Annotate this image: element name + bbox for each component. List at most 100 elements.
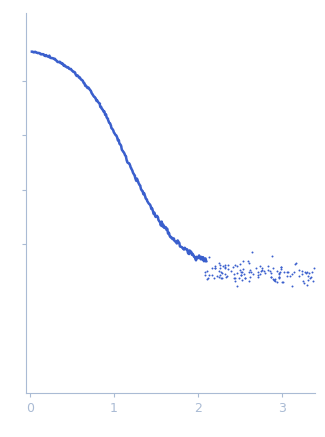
Point	[270, 265, 276, 272]
Point	[284, 269, 289, 276]
Point	[238, 267, 243, 274]
Point	[239, 271, 244, 278]
Point	[202, 268, 207, 275]
Point	[289, 271, 294, 277]
Point	[219, 274, 225, 281]
Point	[222, 261, 227, 268]
Point	[232, 262, 237, 269]
Point	[268, 274, 274, 281]
Point	[278, 269, 283, 276]
Point	[266, 267, 271, 274]
Point	[286, 268, 291, 275]
Point	[254, 265, 259, 272]
Point	[296, 267, 302, 274]
Point	[206, 253, 212, 260]
Point	[217, 262, 222, 269]
Point	[305, 276, 310, 283]
Point	[245, 257, 250, 264]
Point	[271, 276, 276, 283]
Point	[223, 273, 228, 280]
Point	[248, 269, 253, 276]
Point	[256, 274, 261, 281]
Point	[234, 270, 240, 277]
Point	[309, 269, 315, 276]
Point	[305, 269, 310, 276]
Point	[222, 263, 227, 270]
Point	[232, 277, 237, 284]
Point	[232, 270, 237, 277]
Point	[257, 262, 262, 269]
Point	[279, 264, 284, 271]
Point	[247, 274, 252, 281]
Point	[267, 267, 272, 274]
Point	[304, 282, 309, 289]
Point	[272, 277, 277, 284]
Point	[229, 268, 234, 275]
Point	[280, 279, 285, 286]
Point	[276, 269, 281, 276]
Point	[235, 282, 240, 289]
Point	[237, 260, 242, 267]
Point	[272, 275, 277, 282]
Point	[240, 266, 246, 273]
Point	[255, 271, 260, 278]
Point	[305, 273, 310, 280]
Point	[246, 269, 251, 276]
Point	[213, 264, 218, 271]
Point	[248, 266, 253, 273]
Point	[205, 274, 210, 281]
Point	[271, 275, 276, 282]
Point	[231, 275, 236, 282]
Point	[217, 260, 222, 267]
Point	[219, 274, 224, 281]
Point	[217, 265, 222, 272]
Point	[285, 273, 290, 280]
Point	[247, 278, 252, 285]
Point	[234, 262, 239, 269]
Point	[217, 267, 222, 274]
Point	[280, 279, 285, 286]
Point	[281, 269, 287, 276]
Point	[310, 277, 315, 284]
Point	[260, 267, 265, 274]
Point	[276, 274, 281, 281]
Point	[204, 267, 209, 274]
Point	[257, 271, 263, 277]
Point	[209, 272, 214, 279]
Point	[212, 265, 217, 272]
Point	[218, 268, 224, 275]
Point	[296, 272, 301, 279]
Point	[214, 272, 219, 279]
Point	[302, 268, 307, 275]
Point	[299, 271, 304, 277]
Point	[240, 257, 245, 264]
Point	[242, 274, 247, 281]
Point	[225, 262, 230, 269]
Point	[259, 265, 265, 272]
Point	[268, 273, 274, 280]
Point	[230, 263, 236, 270]
Point	[307, 275, 312, 282]
Point	[241, 270, 246, 277]
Point	[299, 268, 305, 275]
Point	[274, 268, 279, 275]
Point	[233, 274, 238, 281]
Point	[271, 276, 276, 283]
Point	[265, 262, 270, 269]
Point	[237, 274, 242, 281]
Point	[223, 271, 228, 278]
Point	[240, 268, 245, 275]
Point	[289, 283, 294, 290]
Point	[242, 274, 248, 281]
Point	[206, 271, 212, 278]
Point	[238, 268, 243, 275]
Point	[261, 268, 266, 275]
Point	[247, 260, 252, 267]
Point	[276, 274, 281, 281]
Point	[275, 279, 280, 286]
Point	[276, 271, 281, 277]
Point	[303, 269, 308, 276]
Point	[311, 264, 316, 271]
Point	[278, 264, 283, 271]
Point	[302, 279, 307, 286]
